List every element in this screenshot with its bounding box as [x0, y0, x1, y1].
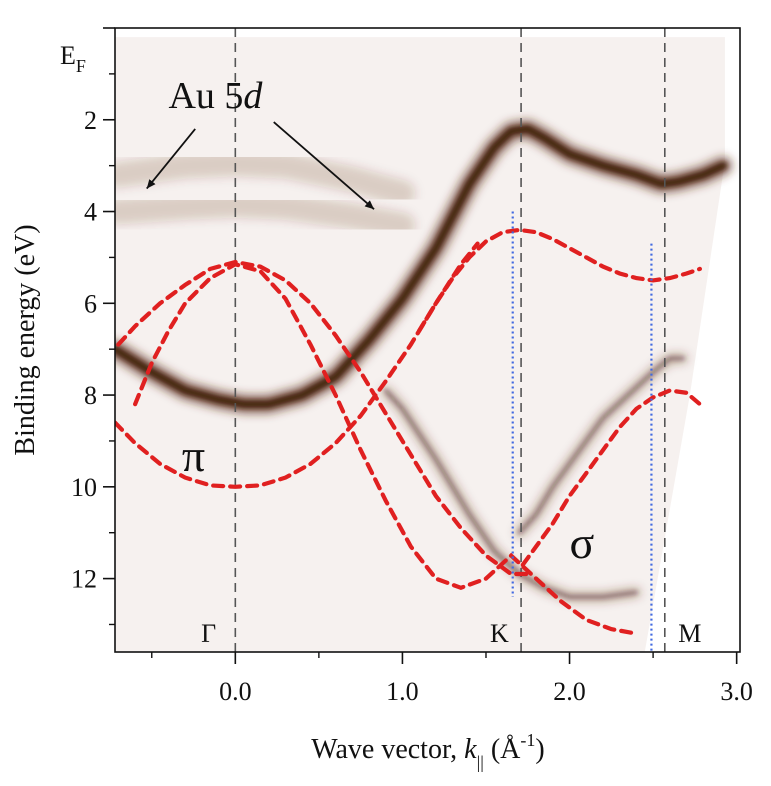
x-tick-label-0.0: 0.0: [219, 677, 252, 706]
pi-label: π: [182, 430, 205, 481]
series-calc-sigma-m: [520, 388, 702, 567]
axes: 2 4 6 8 10 12 0.0 1.0 2.0 3.0: [71, 27, 753, 706]
y-tick-label-6: 6: [84, 289, 97, 318]
y-tick-label-8: 8: [84, 381, 97, 410]
y-tick-label-2: 2: [84, 106, 97, 135]
x-axis-title-unit-sup: -1: [520, 730, 535, 750]
y-axis-ticks: 2 4 6 8 10 12: [71, 27, 115, 626]
x-axis-title-var: k: [464, 734, 477, 765]
au5d-label-italic: d: [243, 75, 263, 117]
arrow-left: [146, 128, 196, 190]
au5d-label-base: Au 5: [168, 75, 243, 117]
calculated-bands: [115, 227, 702, 636]
blue-dotted-lines: [511, 211, 653, 652]
symmetry-label-M: M: [678, 619, 701, 648]
y-tick-label-10: 10: [71, 473, 97, 502]
y-axis-title: Binding energy (eV): [10, 224, 41, 455]
x-tick-label-1.0: 1.0: [386, 677, 419, 706]
x-tick-label-3.0: 3.0: [720, 677, 753, 706]
fermi-label-sub: F: [76, 56, 86, 76]
measured-band-core-main-pi-band: [115, 125, 727, 408]
measured-band-au-5d-flat: [115, 150, 416, 207]
arpes-background: [115, 37, 725, 652]
measured-bands: [115, 120, 732, 601]
y-tick-label-4: 4: [84, 198, 97, 227]
x-axis-ticks: 0.0 1.0 2.0 3.0: [151, 652, 753, 706]
symmetry-label-K: K: [490, 619, 509, 648]
au5d-label: Au 5d: [168, 75, 263, 117]
measured-band-au-5d-flat-2: [115, 191, 416, 239]
measured-band-core-lower-band-a: [384, 389, 638, 599]
arrow-right: [273, 121, 375, 210]
y-tick-label-12: 12: [71, 565, 97, 594]
symmetry-label-Γ: Γ: [201, 619, 216, 648]
series-calc-pi-k: [417, 227, 702, 333]
x-axis-title-unit-open: (Å: [484, 734, 521, 765]
sigma-label: σ: [570, 517, 595, 568]
x-axis-title: Wave vector, k|| (Å-1): [311, 730, 544, 772]
x-axis-title-text: Wave vector,: [311, 734, 464, 765]
plot-frame: [114, 27, 741, 653]
measured-band-core-lower-band-b: [517, 356, 685, 535]
fermi-label-base: E: [60, 41, 76, 70]
x-axis-title-unit-close: ): [535, 734, 544, 765]
x-axis-title-sub: ||: [477, 752, 484, 772]
fermi-level-label: EF: [60, 41, 86, 76]
annotations: Au 5d π σ: [146, 75, 595, 568]
arpes-data-region: [115, 37, 725, 652]
x-tick-label-2.0: 2.0: [553, 677, 586, 706]
series-calc-sigma-b: [133, 262, 639, 636]
series-calc-sigma-a: [116, 259, 530, 577]
